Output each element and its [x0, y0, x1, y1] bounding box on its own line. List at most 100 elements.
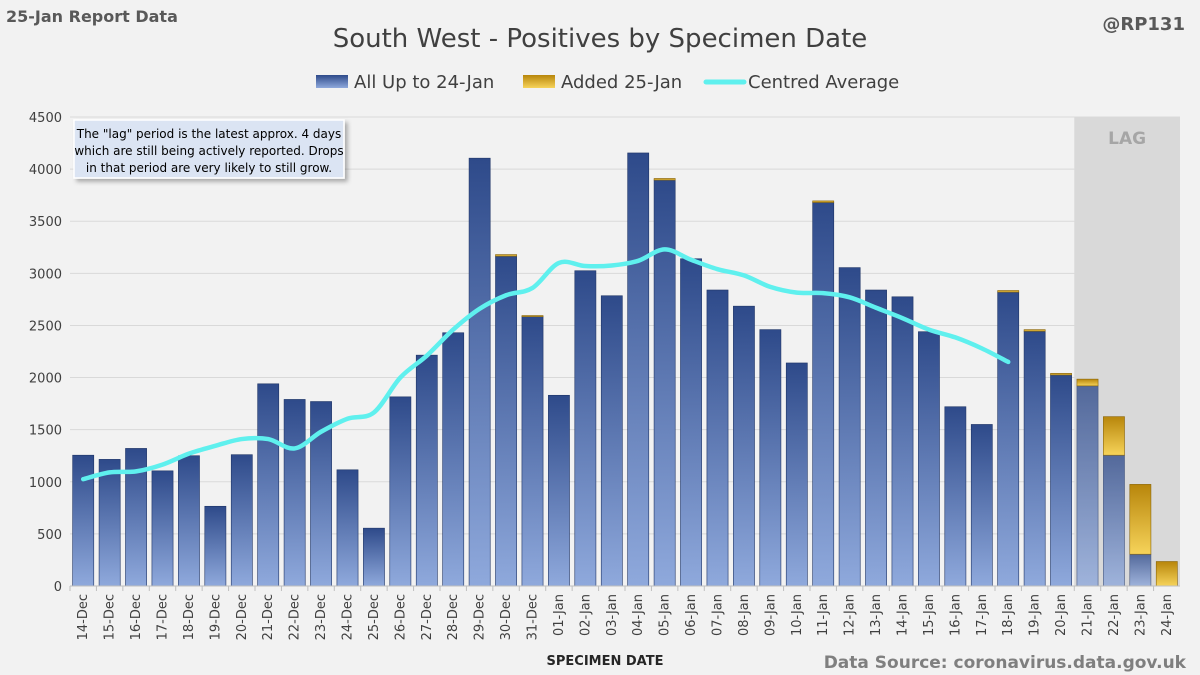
bar-base — [230, 454, 253, 587]
bar-base — [178, 455, 200, 587]
bar-base — [521, 316, 544, 587]
bar-base — [970, 424, 993, 587]
legend-label-base: All Up to 24-Jan — [354, 72, 494, 93]
x-tick-label: 23-Dec — [314, 594, 329, 640]
lag-label: LAG — [1108, 129, 1146, 149]
x-tick-label: 31-Dec — [526, 594, 541, 640]
bar-base — [865, 289, 887, 587]
x-tick-label: 14-Dec — [76, 594, 91, 640]
bar-base — [627, 152, 650, 587]
x-axis-title: SPECIMEN DATE — [547, 654, 664, 669]
bar-added — [495, 254, 517, 257]
x-tick-label: 19-Dec — [208, 594, 223, 640]
report-label: 25-Jan Report Data — [6, 7, 178, 26]
y-tick-label: 3500 — [29, 215, 62, 230]
bar-base — [1129, 553, 1152, 587]
x-tick-label: 02-Jan — [578, 594, 593, 636]
bar-added — [1076, 378, 1099, 387]
bar-base — [653, 179, 676, 587]
x-tick-label: 10-Jan — [790, 594, 805, 636]
bar-base — [812, 202, 835, 587]
bar-base — [204, 505, 227, 587]
lag-note: The "lag" period is the latest approx. 4… — [73, 119, 345, 179]
bar-base — [336, 469, 359, 587]
bar-added — [1155, 561, 1178, 587]
x-tick-label: 28-Dec — [446, 594, 461, 640]
bar-base — [891, 296, 914, 587]
average-line-layer — [80, 247, 1011, 482]
bar-added — [521, 315, 544, 317]
bar-base — [257, 383, 280, 587]
bar-base — [944, 406, 967, 587]
x-tick-label: 16-Jan — [948, 594, 963, 636]
y-tick-label: 4000 — [29, 163, 62, 178]
x-tick-label: 19-Jan — [1028, 594, 1043, 636]
bar-base — [548, 394, 570, 587]
bar-base — [733, 305, 755, 587]
x-tick-label: 09-Jan — [763, 594, 778, 636]
bars — [72, 152, 1178, 587]
x-tick-label: 04-Jan — [631, 594, 646, 636]
legend-label-average: Centred Average — [748, 72, 899, 93]
bar-added — [1129, 484, 1152, 555]
bar-base — [495, 255, 517, 587]
bar-base — [600, 295, 623, 587]
x-tick-label: 16-Dec — [129, 594, 144, 640]
lag-note-line-2: which are still being actively reported.… — [74, 144, 343, 158]
handle-label: @RP131 — [1102, 14, 1185, 35]
y-tick-label: 1000 — [29, 476, 62, 491]
bar-base — [918, 331, 940, 587]
bar-base — [363, 527, 385, 587]
x-tick-label: 22-Jan — [1107, 594, 1122, 636]
legend-swatch-added — [523, 75, 555, 88]
bar-base — [680, 258, 702, 587]
data-source: Data Source: coronavirus.data.gov.uk — [824, 653, 1187, 673]
y-tick-label: 500 — [37, 528, 62, 543]
legend: All Up to 24-Jan Added 25-Jan Centred Av… — [316, 72, 899, 93]
bar-base — [415, 354, 438, 587]
chart-title: South West - Positives by Specimen Date — [333, 24, 868, 54]
x-tick-label: 22-Dec — [288, 594, 303, 640]
bar-base — [442, 332, 465, 587]
x-axis-ticks: 14-Dec 15-Dec 16-Dec 17-Dec 18-Dec 19-Dec 20-D… — [69, 586, 1175, 640]
bar-base — [151, 470, 174, 587]
x-tick-label: 13-Jan — [869, 594, 884, 636]
x-tick-label: 12-Jan — [843, 594, 858, 636]
x-tick-label: 11-Jan — [816, 594, 831, 636]
x-tick-label: 30-Dec — [499, 594, 514, 640]
bar-base — [468, 157, 491, 587]
y-axis-ticks: 0 500 1000 1500 2000 2500 3000 3500 4000 4500 — [29, 111, 62, 595]
bar-added — [1103, 416, 1125, 456]
x-tick-label: 23-Jan — [1133, 594, 1148, 636]
x-tick-label: 17-Jan — [975, 594, 990, 636]
bar-added — [653, 178, 676, 181]
x-tick-label: 20-Jan — [1054, 594, 1069, 636]
bar-base — [997, 291, 1020, 587]
x-tick-label: 29-Dec — [473, 594, 488, 640]
bar-base — [283, 399, 306, 587]
y-tick-label: 1500 — [29, 424, 62, 439]
x-tick-label: 07-Jan — [711, 594, 726, 636]
x-tick-label: 05-Jan — [658, 594, 673, 636]
bar-base — [785, 362, 808, 587]
x-tick-label: 17-Dec — [156, 594, 171, 640]
y-tick-label: 2500 — [29, 319, 62, 334]
x-tick-label: 24-Jan — [1160, 594, 1175, 636]
y-tick-label: 4500 — [29, 111, 62, 126]
x-tick-label: 06-Jan — [684, 594, 699, 636]
bar-base — [1076, 385, 1099, 587]
x-tick-label: 21-Dec — [261, 594, 276, 640]
x-tick-label: 18-Jan — [1001, 594, 1016, 636]
bar-base — [98, 459, 121, 587]
lag-note-line-1: The "lag" period is the latest approx. 4… — [76, 127, 342, 141]
bar-added — [997, 290, 1020, 293]
bar-base — [838, 267, 861, 587]
bar-base — [1103, 454, 1125, 587]
x-tick-label: 03-Jan — [605, 594, 620, 636]
y-tick-label: 3000 — [29, 267, 62, 282]
y-tick-label: 2000 — [29, 372, 62, 387]
x-tick-label: 26-Dec — [393, 594, 408, 640]
x-tick-label: 27-Dec — [420, 594, 435, 640]
lag-note-box — [73, 119, 345, 179]
